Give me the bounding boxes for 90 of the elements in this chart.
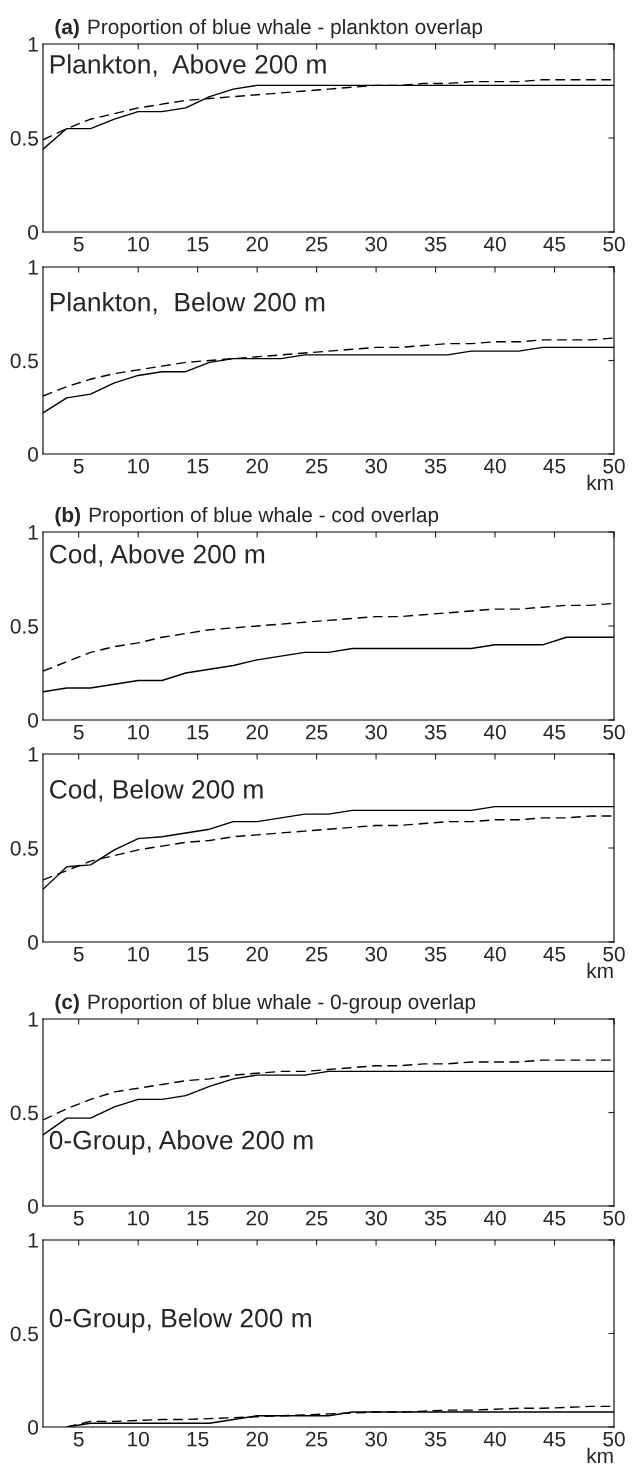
x-tick-label: 5 — [73, 1210, 84, 1226]
x-tick-label: 35 — [424, 724, 447, 740]
x-tick-label: 50 — [603, 946, 625, 962]
x-tick-label: 45 — [543, 458, 566, 474]
x-axis-title: km — [587, 1447, 613, 1463]
x-tick-label: 20 — [246, 1210, 268, 1226]
x-tick-label: 25 — [306, 1210, 328, 1226]
y-tick-label: 1 — [28, 260, 38, 275]
annotation: Cod, Above 200 m — [50, 544, 265, 567]
y-tick-label: 0.5 — [10, 1326, 38, 1342]
annotation: Plankton, Above 200 m — [50, 54, 326, 77]
y-tick-label: 0.5 — [10, 841, 38, 856]
x-tick-label: 35 — [424, 458, 447, 474]
x-tick-label: 5 — [73, 458, 84, 474]
x-tick-label: 40 — [483, 1210, 506, 1226]
x-tick-label: 5 — [73, 236, 84, 252]
y-tick-label: 0 — [28, 225, 39, 240]
chart-title: (a) Proportion of blue whale - plankton overlap — [55, 18, 483, 39]
x-tick-label: 30 — [365, 1431, 387, 1447]
x-tick-label: 50 — [603, 724, 625, 740]
x-tick-label: 20 — [246, 1431, 268, 1447]
x-tick-label: 25 — [306, 724, 328, 740]
x-tick-label: 35 — [424, 1210, 447, 1226]
x-tick-label: 30 — [365, 458, 387, 474]
y-tick-label: 1 — [28, 1233, 38, 1248]
x-tick-label: 10 — [128, 458, 149, 474]
x-tick-label: 15 — [187, 946, 209, 962]
x-tick-label: 30 — [365, 1210, 387, 1226]
y-tick-label: 0 — [28, 1199, 39, 1214]
x-tick-label: 5 — [73, 724, 84, 740]
x-tick-label: 15 — [187, 724, 209, 740]
x-tick-label: 50 — [603, 236, 625, 252]
x-tick-label: 45 — [543, 236, 566, 252]
x-tick-label: 40 — [483, 458, 506, 474]
x-tick-label: 50 — [603, 1210, 625, 1226]
y-tick-label: 0 — [28, 447, 39, 462]
y-tick-label: 0 — [28, 713, 39, 728]
annotation: 0-Group, Below 200 m — [49, 1308, 311, 1333]
x-tick-label: 20 — [246, 946, 268, 962]
y-tick-label: 0.5 — [10, 131, 38, 146]
x-tick-label: 35 — [424, 946, 447, 962]
x-tick-label: 25 — [306, 1431, 328, 1447]
x-tick-label: 30 — [365, 724, 387, 740]
y-tick-label: 0.5 — [10, 353, 38, 369]
x-tick-label: 25 — [306, 236, 328, 252]
x-tick-label: 40 — [483, 236, 506, 252]
x-tick-label: 15 — [187, 1210, 209, 1226]
y-tick-label: 1 — [28, 1012, 38, 1027]
y-tick-label: 1 — [28, 747, 38, 762]
x-tick-label: 15 — [187, 458, 209, 474]
x-axis-title: km — [587, 962, 613, 978]
x-tick-label: 5 — [73, 946, 84, 962]
x-tick-label: 45 — [543, 1431, 566, 1447]
x-tick-label: 20 — [246, 724, 268, 740]
x-tick-label: 50 — [603, 1431, 625, 1447]
chart-title: (c) Proportion of blue whale - 0-group overlap — [55, 993, 476, 1014]
x-tick-label: 25 — [306, 458, 328, 474]
x-tick-label: 45 — [543, 946, 566, 962]
annotation: Plankton, Below 200 m — [50, 292, 325, 315]
y-tick-label: 0 — [28, 935, 39, 950]
x-tick-label: 30 — [365, 946, 387, 962]
x-tick-label: 35 — [424, 236, 447, 252]
y-tick-label: 0 — [28, 1420, 39, 1435]
x-tick-label: 15 — [187, 236, 209, 252]
y-tick-label: 1 — [28, 525, 38, 540]
x-tick-label: 40 — [483, 724, 506, 740]
x-tick-label: 45 — [543, 1210, 566, 1226]
y-tick-label: 1 — [28, 37, 38, 52]
x-tick-label: 20 — [246, 458, 268, 474]
x-tick-label: 25 — [306, 946, 328, 962]
x-tick-label: 10 — [128, 1210, 149, 1226]
x-tick-label: 5 — [73, 1431, 84, 1447]
annotation: 0-Group, Above 200 m — [49, 1130, 313, 1155]
x-tick-label: 45 — [543, 724, 566, 740]
x-tick-label: 10 — [128, 724, 149, 740]
chart-title: (b) Proportion of blue whale - cod overlap — [55, 506, 439, 527]
x-tick-label: 40 — [483, 1431, 506, 1447]
y-tick-label: 0.5 — [10, 619, 38, 634]
x-tick-label: 10 — [128, 946, 149, 962]
x-tick-label: 15 — [187, 1431, 209, 1447]
x-tick-label: 30 — [365, 236, 387, 252]
x-tick-label: 20 — [246, 236, 268, 252]
x-tick-label: 50 — [603, 458, 625, 474]
y-tick-label: 0.5 — [10, 1105, 38, 1121]
x-tick-label: 40 — [483, 946, 506, 962]
x-tick-label: 10 — [128, 1431, 149, 1447]
annotation: Cod, Below 200 m — [50, 779, 263, 802]
x-tick-label: 35 — [424, 1431, 447, 1447]
x-axis-title: km — [587, 474, 613, 490]
x-tick-label: 10 — [128, 236, 149, 252]
